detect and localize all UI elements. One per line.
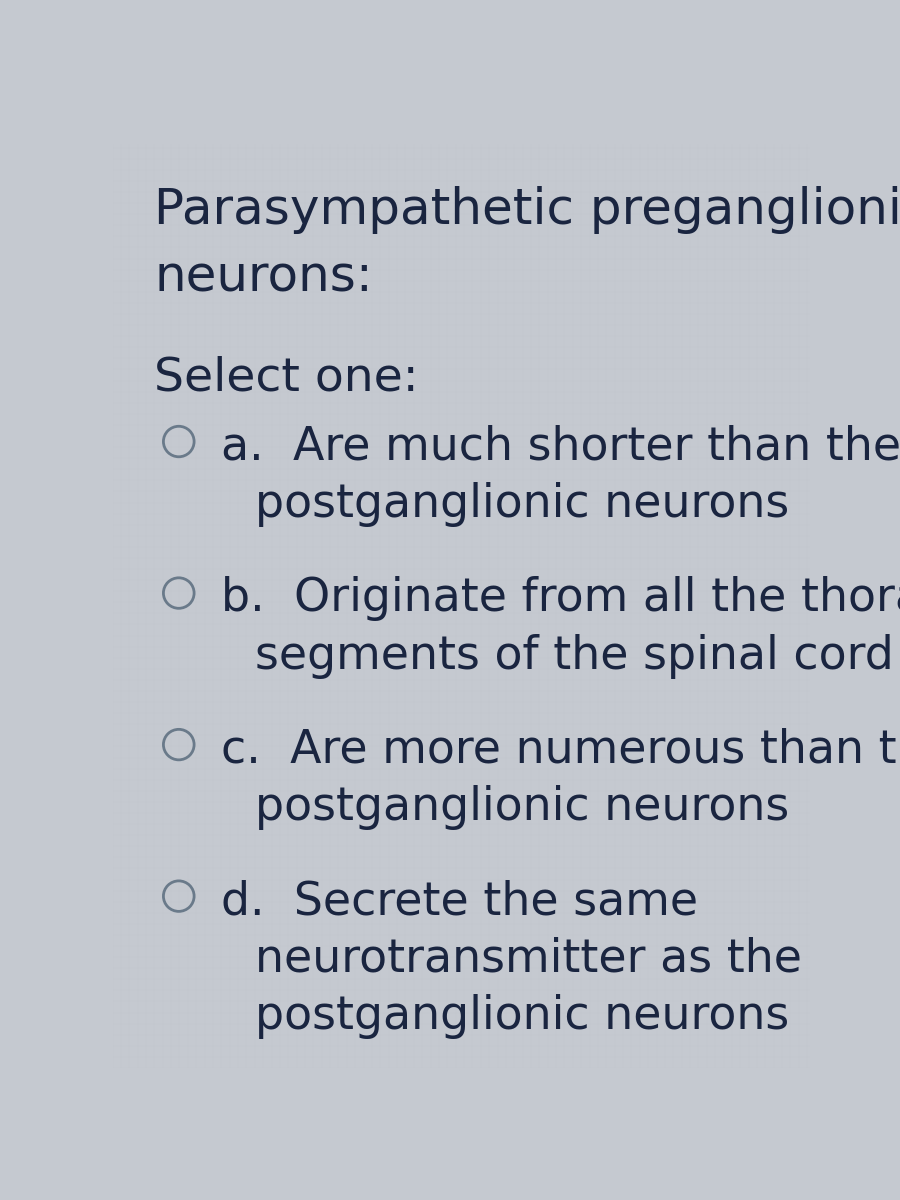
Text: postganglionic neurons: postganglionic neurons (256, 994, 789, 1039)
Text: postganglionic neurons: postganglionic neurons (256, 785, 789, 830)
Text: neurons:: neurons: (155, 252, 374, 300)
Text: b.  Originate from all the thoracic: b. Originate from all the thoracic (220, 576, 900, 622)
Text: postganglionic neurons: postganglionic neurons (256, 482, 789, 527)
Text: Select one:: Select one: (155, 355, 419, 401)
Text: a.  Are much shorter than the: a. Are much shorter than the (220, 425, 900, 470)
Text: Parasympathetic preganglionic: Parasympathetic preganglionic (155, 186, 900, 234)
Text: neurotransmitter as the: neurotransmitter as the (256, 937, 803, 982)
Text: segments of the spinal cord: segments of the spinal cord (256, 634, 895, 679)
Text: c.  Are more numerous than the: c. Are more numerous than the (220, 728, 900, 773)
Text: d.  Secrete the same: d. Secrete the same (220, 880, 698, 924)
